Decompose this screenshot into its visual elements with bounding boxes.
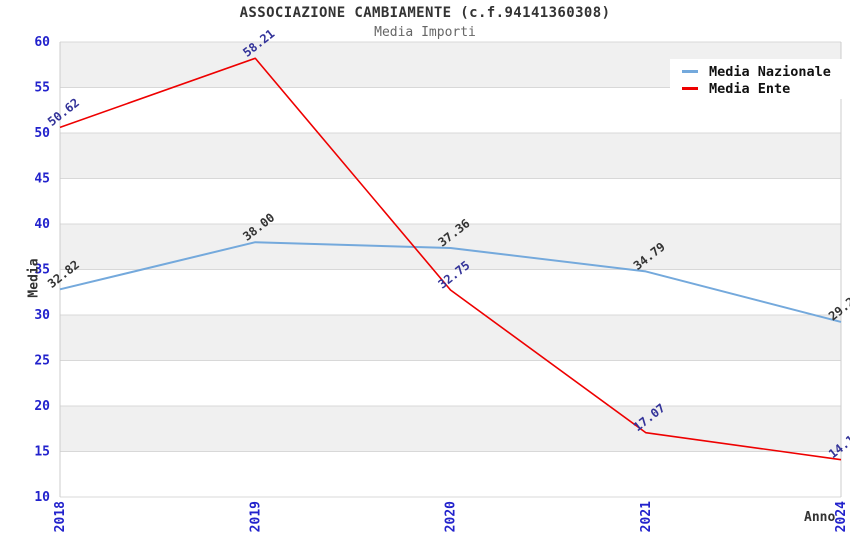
data-point-label: 50.62 xyxy=(45,96,82,129)
y-tick-label: 20 xyxy=(34,399,50,414)
series-line xyxy=(59,57,842,461)
grid-band xyxy=(60,224,841,270)
grid-band xyxy=(60,315,841,361)
y-tick-label: 60 xyxy=(34,35,50,50)
data-point-label: 29.24 xyxy=(826,290,850,323)
y-tick-label: 40 xyxy=(34,217,50,232)
y-tick-label: 30 xyxy=(34,308,50,323)
y-tick-label: 50 xyxy=(34,126,50,141)
y-tick-label: 35 xyxy=(34,263,50,278)
x-tick-label: 2019 xyxy=(248,501,263,532)
x-tick-label: 2018 xyxy=(53,501,68,532)
y-tick-label: 55 xyxy=(34,81,50,96)
legend-item-media-ente: Media Ente xyxy=(682,80,847,97)
legend-label: Media Nazionale xyxy=(709,63,831,80)
legend: Media Nazionale Media Ente xyxy=(670,59,847,99)
legend-item-media-nazionale: Media Nazionale xyxy=(682,63,847,80)
chart-subtitle: Media Importi xyxy=(374,25,476,40)
y-tick-label: 45 xyxy=(34,172,50,187)
chart-title: ASSOCIAZIONE CAMBIAMENTE (c.f.9414136030… xyxy=(239,5,611,21)
x-axis-title: Anno xyxy=(804,510,836,525)
x-tick-label: 2021 xyxy=(639,501,654,532)
grid-band xyxy=(60,133,841,179)
y-tick-label: 15 xyxy=(34,445,50,460)
x-tick-label: 2020 xyxy=(444,501,459,532)
legend-label: Media Ente xyxy=(709,80,791,97)
x-tick-label: 2024 xyxy=(834,501,849,532)
legend-swatch-blue-line-icon xyxy=(682,70,698,73)
y-axis-title: Media xyxy=(26,258,42,298)
y-tick-label: 25 xyxy=(34,354,50,369)
series-line xyxy=(59,241,842,323)
grid-band xyxy=(60,406,841,452)
legend-swatch-red-line-icon xyxy=(682,87,698,90)
y-tick-label: 10 xyxy=(34,490,50,505)
